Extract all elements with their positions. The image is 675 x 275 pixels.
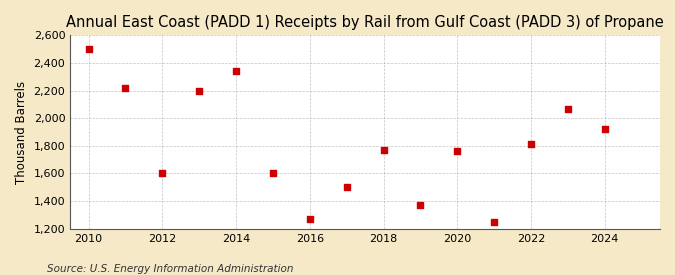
- Point: [83, 47, 94, 51]
- Title: Annual East Coast (PADD 1) Receipts by Rail from Gulf Coast (PADD 3) of Propane: Annual East Coast (PADD 1) Receipts by R…: [66, 15, 664, 30]
- Point: [267, 170, 278, 175]
- Point: [599, 127, 610, 131]
- Text: Source: U.S. Energy Information Administration: Source: U.S. Energy Information Administ…: [47, 264, 294, 274]
- Point: [415, 203, 426, 207]
- Point: [526, 142, 537, 147]
- Point: [562, 107, 573, 111]
- Point: [378, 148, 389, 152]
- Point: [304, 217, 315, 221]
- Point: [452, 149, 462, 153]
- Point: [489, 219, 500, 224]
- Point: [120, 86, 131, 90]
- Point: [231, 68, 242, 73]
- Point: [342, 185, 352, 189]
- Y-axis label: Thousand Barrels: Thousand Barrels: [15, 80, 28, 183]
- Point: [157, 171, 167, 176]
- Point: [194, 89, 205, 94]
